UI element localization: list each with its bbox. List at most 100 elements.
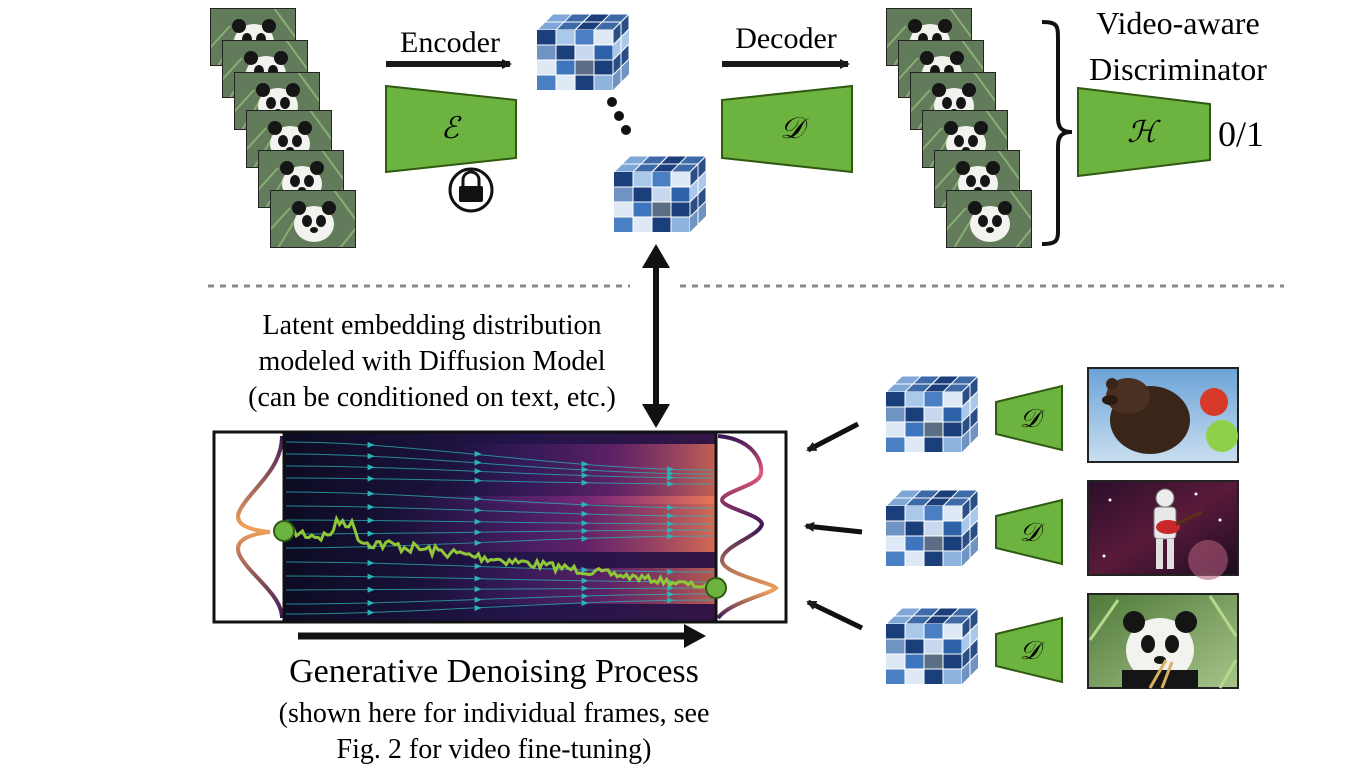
streamline-arrow xyxy=(367,560,375,567)
sample-arrow xyxy=(806,421,860,453)
streamline-arrow xyxy=(581,535,589,542)
decoder-block xyxy=(721,84,853,174)
latent-caption-line2: modeled with Diffusion Model xyxy=(258,346,605,377)
streamline-arrow xyxy=(367,599,375,606)
streamline xyxy=(285,477,715,485)
streamline xyxy=(285,561,715,573)
process-title: Generative Denoising Process xyxy=(289,653,699,690)
streamline-arrow xyxy=(367,609,375,616)
flow-streamlines xyxy=(285,441,715,616)
streamline-arrow xyxy=(581,501,589,508)
streamline-arrow xyxy=(581,593,589,600)
sample-decoder-block xyxy=(995,498,1063,566)
trajectory-end-point xyxy=(705,577,727,599)
data-density-curve xyxy=(716,434,779,620)
discriminator-block xyxy=(1077,86,1211,178)
streamline-arrow xyxy=(474,586,482,593)
sample-decoder-block xyxy=(995,616,1063,684)
streamline xyxy=(285,535,715,549)
streamline-arrow xyxy=(667,474,675,481)
output-frame xyxy=(946,190,1032,248)
streamline xyxy=(285,465,715,479)
process-note-line2: Fig. 2 for video fine-tuning) xyxy=(337,734,652,765)
streamline xyxy=(285,505,715,517)
streamline-arrow xyxy=(581,472,589,479)
streamline-arrow xyxy=(474,468,482,475)
streamline-arrow xyxy=(667,520,675,527)
streamline-arrow xyxy=(581,466,589,473)
streamline-arrow xyxy=(474,507,482,514)
streamline-arrow xyxy=(367,475,375,482)
encoder-block xyxy=(385,84,517,174)
streamline-arrow xyxy=(474,605,482,612)
latent-caption-line3: (can be conditioned on text, etc.) xyxy=(248,382,616,413)
streamline-arrow xyxy=(667,512,675,519)
latent-caption-line1: Latent embedding distribution xyxy=(262,310,601,341)
streamline-arrow xyxy=(667,597,675,604)
discriminator-title-line1: Video-aware xyxy=(1096,5,1259,41)
sample-decoder-block xyxy=(995,384,1063,452)
streamline-arrow xyxy=(474,575,482,582)
denoising-trajectory xyxy=(282,514,717,593)
streamline-arrow xyxy=(581,479,589,486)
streamline xyxy=(285,529,715,535)
streamline-arrow xyxy=(474,563,482,570)
streamline-arrow xyxy=(367,453,375,460)
streamline-arrow xyxy=(367,504,375,511)
reconstructed-video-frames xyxy=(886,8,1032,248)
sample-latent-cube xyxy=(886,608,978,684)
streamline xyxy=(285,587,715,591)
streamline-arrow xyxy=(367,517,375,524)
streamline-arrow xyxy=(581,566,589,573)
streamline-arrow xyxy=(367,490,375,497)
streamline-arrow xyxy=(367,586,375,593)
discriminator-output: 0/1 xyxy=(1218,114,1264,154)
streamline-arrow xyxy=(667,466,675,473)
streamline xyxy=(285,441,715,471)
encoder-symbol: ℰ xyxy=(441,112,462,145)
streamline-arrow xyxy=(474,518,482,525)
panda-eating-bamboo-image xyxy=(1087,593,1239,689)
streamline-arrow xyxy=(367,530,375,537)
streamline-arrow xyxy=(581,510,589,517)
input-frame xyxy=(270,190,356,248)
ellipsis-dots xyxy=(607,97,631,135)
streamline-arrow xyxy=(667,480,675,487)
streamline-arrow xyxy=(474,596,482,603)
streamline xyxy=(285,599,715,615)
denoising-flow-panel xyxy=(212,430,788,624)
latent-cube xyxy=(614,156,706,232)
process-note-line1: (shown here for individual frames, see xyxy=(279,698,710,729)
latent-link-arrow-up xyxy=(642,244,670,268)
streamline xyxy=(285,593,715,605)
streamline-arrow xyxy=(667,504,675,511)
streamline-arrow xyxy=(474,477,482,484)
streamline-arrow xyxy=(474,495,482,502)
decoder-label: Decoder xyxy=(735,22,837,55)
trajectory-start-point xyxy=(273,520,295,542)
streamline xyxy=(285,453,715,475)
lock-icon xyxy=(448,167,494,213)
sample-latent-cube xyxy=(886,490,978,566)
streamline-arrow xyxy=(581,520,589,527)
frames-brace xyxy=(1041,20,1073,246)
input-video-frames xyxy=(210,8,356,248)
streamline-arrow xyxy=(474,450,482,457)
streamline xyxy=(285,519,715,525)
streamline-arrow xyxy=(581,577,589,584)
streamline-arrow xyxy=(367,573,375,580)
streamline-arrow xyxy=(581,527,589,534)
streamline-arrow xyxy=(367,441,375,448)
streamline-arrow xyxy=(367,464,375,471)
streamline-arrow xyxy=(581,585,589,592)
latent-cube xyxy=(537,14,629,90)
streamline-arrow xyxy=(667,470,675,477)
streamline-arrow xyxy=(667,533,675,540)
discriminator-symbol: ℋ xyxy=(1127,116,1161,149)
sample-latent-cube xyxy=(886,376,978,452)
bear-with-balloons-image xyxy=(1087,367,1239,463)
streamline-arrow xyxy=(581,600,589,607)
latent-link-arrow-down xyxy=(642,404,670,428)
astronaut-with-guitar-image xyxy=(1087,480,1239,580)
